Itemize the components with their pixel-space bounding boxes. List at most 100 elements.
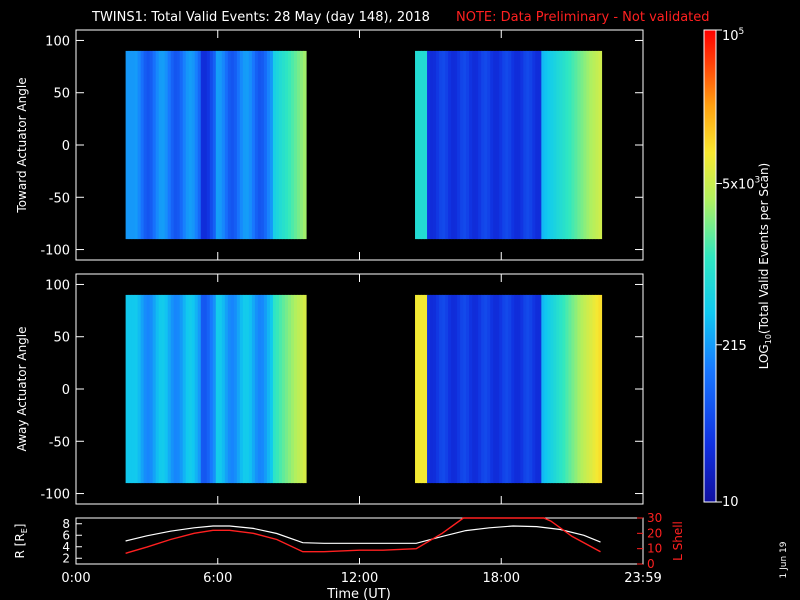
- ytick-label: 0: [62, 139, 70, 154]
- heatmap-column: [260, 50, 265, 240]
- ytick-label: 50: [53, 331, 70, 346]
- heatmap-column: [520, 50, 524, 240]
- heatmap-column: [245, 294, 250, 484]
- heatmap-column: [290, 294, 295, 484]
- heatmap-column: [269, 294, 274, 484]
- colorbar-tick-label: 10: [722, 495, 739, 510]
- heatmap-column: [191, 294, 196, 484]
- heatmap-column: [553, 50, 557, 240]
- heatmap-column: [589, 294, 594, 484]
- heatmap-column: [463, 294, 467, 484]
- heatmap-column: [143, 294, 148, 484]
- heatmap-column: [565, 294, 569, 484]
- toward-ylabel: Toward Actuator Angle: [15, 77, 29, 213]
- heatmap-column: [472, 50, 476, 240]
- heatmap-column: [484, 294, 488, 484]
- heatmap-column: [134, 294, 139, 484]
- heatmap-column: [568, 294, 573, 484]
- colorbar-gradient: [704, 30, 716, 502]
- heatmap-column: [535, 294, 539, 484]
- heatmap-column: [146, 50, 151, 240]
- orbit-y2tick-label: 10: [647, 542, 662, 556]
- heatmap-column: [430, 294, 434, 484]
- heatmap-column: [481, 294, 485, 484]
- heatmap-column: [514, 294, 518, 484]
- heatmap-column: [454, 50, 458, 240]
- heatmap-column: [526, 294, 530, 484]
- heatmap-column: [227, 50, 232, 240]
- heatmap-column: [158, 50, 163, 240]
- heatmap-column: [173, 50, 178, 240]
- heatmap-column: [577, 294, 582, 484]
- heatmap-column: [559, 50, 563, 240]
- heatmap-column: [427, 50, 431, 240]
- heatmap-column: [598, 294, 603, 484]
- heatmap-column: [260, 294, 265, 484]
- heatmap-column: [209, 294, 214, 484]
- heatmap-column: [149, 294, 154, 484]
- heatmap-column: [514, 50, 518, 240]
- heatmap-column: [595, 50, 600, 240]
- heatmap-column: [502, 294, 506, 484]
- heatmap-column: [143, 50, 148, 240]
- orbit-ytick-label: 4: [62, 540, 70, 554]
- heatmap-column: [278, 294, 283, 484]
- heatmap-column: [544, 294, 548, 484]
- heatmap-column: [131, 50, 136, 240]
- heatmap-column: [131, 294, 136, 484]
- heatmap-column: [218, 50, 223, 240]
- heatmap-column: [424, 50, 428, 240]
- heatmap-column: [445, 294, 449, 484]
- heatmap-column: [302, 294, 307, 484]
- heatmap-column: [475, 294, 479, 484]
- heatmap-column: [140, 294, 145, 484]
- colorbar-tick-label: 105: [722, 27, 744, 44]
- heatmap-column: [493, 50, 497, 240]
- heatmap-column: [571, 50, 576, 240]
- heatmap-column: [230, 50, 235, 240]
- heatmap-column: [239, 294, 244, 484]
- heatmap-column: [541, 50, 545, 240]
- heatmap-column: [487, 50, 491, 240]
- heatmap-column: [251, 50, 256, 240]
- heatmap-column: [436, 50, 440, 240]
- heatmap-column: [451, 50, 455, 240]
- heatmap-column: [583, 50, 588, 240]
- heatmap-column: [194, 50, 199, 240]
- heatmap-column: [439, 294, 443, 484]
- heatmap-column: [263, 50, 268, 240]
- away-ylabel: Away Actuator Angle: [15, 326, 29, 451]
- heatmap-column: [568, 50, 573, 240]
- heatmap-column: [556, 50, 560, 240]
- heatmap-column: [415, 50, 419, 240]
- heatmap-column: [299, 50, 304, 240]
- orbit-ytick-label: 8: [62, 517, 70, 531]
- heatmap-column: [550, 294, 554, 484]
- heatmap-column: [281, 294, 286, 484]
- heatmap-column: [215, 294, 220, 484]
- heatmap-column: [502, 50, 506, 240]
- heatmap-column: [574, 294, 579, 484]
- heatmap-column: [278, 50, 283, 240]
- heatmap-column: [529, 50, 533, 240]
- heatmap-column: [463, 50, 467, 240]
- heatmap-column: [466, 294, 470, 484]
- heatmap-column: [152, 294, 157, 484]
- heatmap-column: [586, 294, 591, 484]
- heatmap-column: [571, 294, 576, 484]
- heatmap-column: [200, 294, 205, 484]
- heatmap-column: [433, 294, 437, 484]
- heatmap-column: [472, 294, 476, 484]
- heatmap-column: [221, 294, 226, 484]
- heatmap-column: [454, 294, 458, 484]
- ytick-label: -100: [40, 488, 70, 503]
- heatmap-column: [287, 294, 292, 484]
- heatmap-column: [475, 50, 479, 240]
- heatmap-column: [137, 294, 142, 484]
- ytick-label: 50: [53, 87, 70, 102]
- heatmap-column: [448, 50, 452, 240]
- heatmap-column: [421, 50, 425, 240]
- heatmap-column: [194, 294, 199, 484]
